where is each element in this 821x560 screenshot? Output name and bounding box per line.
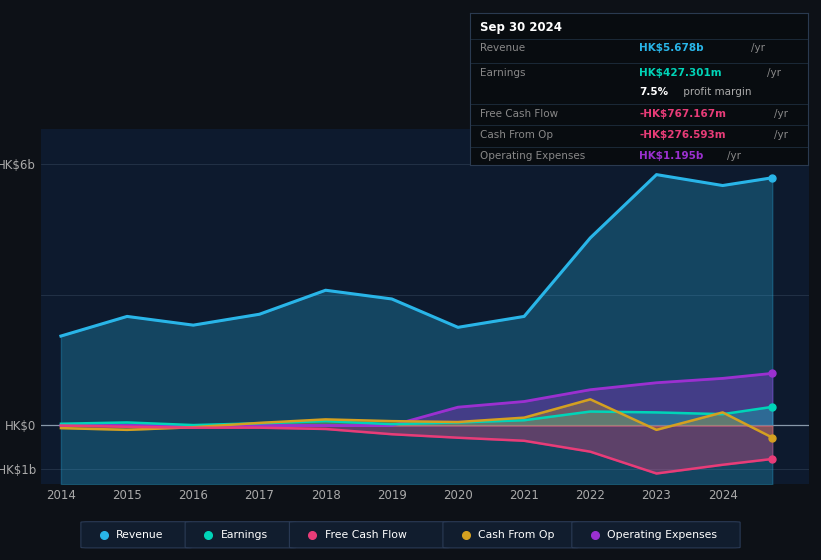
Text: Operating Expenses: Operating Expenses [608,530,717,540]
Text: Earnings: Earnings [220,530,268,540]
Text: Sep 30 2024: Sep 30 2024 [480,21,562,34]
Text: Free Cash Flow: Free Cash Flow [325,530,406,540]
Text: Cash From Op: Cash From Op [478,530,555,540]
Text: Operating Expenses: Operating Expenses [480,151,585,161]
FancyBboxPatch shape [80,522,192,548]
FancyBboxPatch shape [290,522,450,548]
Text: Earnings: Earnings [480,68,525,78]
Text: /yr: /yr [774,109,788,119]
Text: Free Cash Flow: Free Cash Flow [480,109,558,119]
Text: profit margin: profit margin [680,87,751,97]
Text: Cash From Op: Cash From Op [480,130,553,140]
Text: /yr: /yr [774,130,788,140]
Text: /yr: /yr [768,68,782,78]
Text: Revenue: Revenue [480,44,525,53]
Text: HK$427.301m: HK$427.301m [639,68,722,78]
Text: /yr: /yr [750,44,764,53]
FancyBboxPatch shape [186,522,296,548]
FancyBboxPatch shape [572,522,741,548]
Text: HK$1.195b: HK$1.195b [639,151,704,161]
Text: HK$5.678b: HK$5.678b [639,44,704,53]
FancyBboxPatch shape [443,522,578,548]
Text: -HK$767.167m: -HK$767.167m [639,109,726,119]
Text: Revenue: Revenue [117,530,163,540]
Text: -HK$276.593m: -HK$276.593m [639,130,726,140]
Text: /yr: /yr [727,151,741,161]
Text: 7.5%: 7.5% [639,87,668,97]
